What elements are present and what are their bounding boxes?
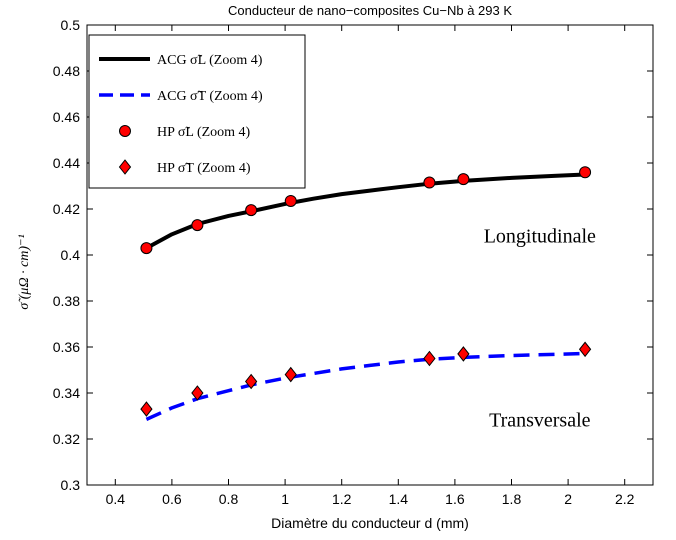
legend-label: HP σ̃T (Zoom 4) xyxy=(157,161,251,176)
legend-swatch-circle xyxy=(119,125,131,137)
annotation-1: Longitudinale xyxy=(484,225,596,247)
x-tick-label: 1.8 xyxy=(502,491,522,507)
data-point-diamond xyxy=(423,350,436,367)
annotation-layer: Longitudinale Transversale xyxy=(484,225,596,431)
legend: ACG σ̃L (Zoom 4) ACG σ̃T (Zoom 4) HP σ̃L (… xyxy=(88,34,306,189)
chart-title: Conducteur de nano−composites Cu−Nb à 29… xyxy=(228,3,512,18)
x-axis-ticks: 0.4 0.6 0.8 1 1.2 1.4 1.6 1.8 2 2.2 xyxy=(106,25,635,507)
y-tick-label: 0.5 xyxy=(61,17,81,33)
y-tick-label: 0.36 xyxy=(53,339,80,355)
x-tick-label: 1.2 xyxy=(332,491,352,507)
y-tick-label: 0.42 xyxy=(53,201,80,217)
y-tick-label: 0.4 xyxy=(61,247,81,263)
x-axis-label: Diamètre du conducteur d (mm) xyxy=(271,515,469,531)
series-line-2 xyxy=(145,351,586,421)
series-line-1 xyxy=(145,172,586,250)
data-point-circle xyxy=(579,166,592,179)
data-point-diamond xyxy=(578,341,592,358)
x-tick-label: 0.8 xyxy=(219,491,239,507)
data-point-diamond xyxy=(191,385,204,401)
legend-label: ACG σ̃L (Zoom 4) xyxy=(157,53,263,68)
y-tick-label: 0.3 xyxy=(61,477,81,493)
data-point-diamond xyxy=(284,366,297,383)
legend-label: ACG σ̃T (Zoom 4) xyxy=(157,89,263,104)
x-tick-label: 1.6 xyxy=(445,491,465,507)
y-axis-ticks: 0.3 0.32 0.34 0.36 0.38 0.4 0.42 0.44 0.46 0.48 0.… xyxy=(53,17,653,493)
x-tick-label: 2.2 xyxy=(615,491,635,507)
data-point-diamond xyxy=(245,373,258,390)
data-point-diamond xyxy=(457,346,470,362)
legend-swatch-diamond xyxy=(118,159,132,175)
x-tick-label: 0.4 xyxy=(106,491,126,507)
y-tick-label: 0.48 xyxy=(53,63,80,79)
x-tick-label: 1 xyxy=(281,491,289,507)
y-tick-label: 0.34 xyxy=(53,385,80,401)
data-point-circle xyxy=(457,173,470,186)
data-point-circle xyxy=(140,242,153,255)
x-tick-label: 1.4 xyxy=(389,491,409,507)
data-point-circle xyxy=(191,219,204,232)
legend-label: HP σ̃L (Zoom 4) xyxy=(157,125,251,140)
data-point-circle xyxy=(245,204,258,217)
x-tick-label: 0.6 xyxy=(162,491,182,507)
data-point-diamond xyxy=(140,401,153,417)
y-tick-label: 0.38 xyxy=(53,293,80,309)
y-tick-label: 0.32 xyxy=(53,431,80,447)
series-layer xyxy=(140,166,592,421)
legend-items: ACG σ̃L (Zoom 4) ACG σ̃T (Zoom 4) HP σ̃L (… xyxy=(99,53,263,176)
y-tick-label: 0.44 xyxy=(53,155,80,171)
data-point-circle xyxy=(423,176,436,189)
x-tick-label: 2 xyxy=(564,491,572,507)
y-tick-label: 0.46 xyxy=(53,109,80,125)
y-axis-label: σ̃ (μΩ · cm)⁻¹ xyxy=(17,234,32,309)
data-point-circle xyxy=(284,194,297,207)
annotation-2: Transversale xyxy=(489,409,591,431)
